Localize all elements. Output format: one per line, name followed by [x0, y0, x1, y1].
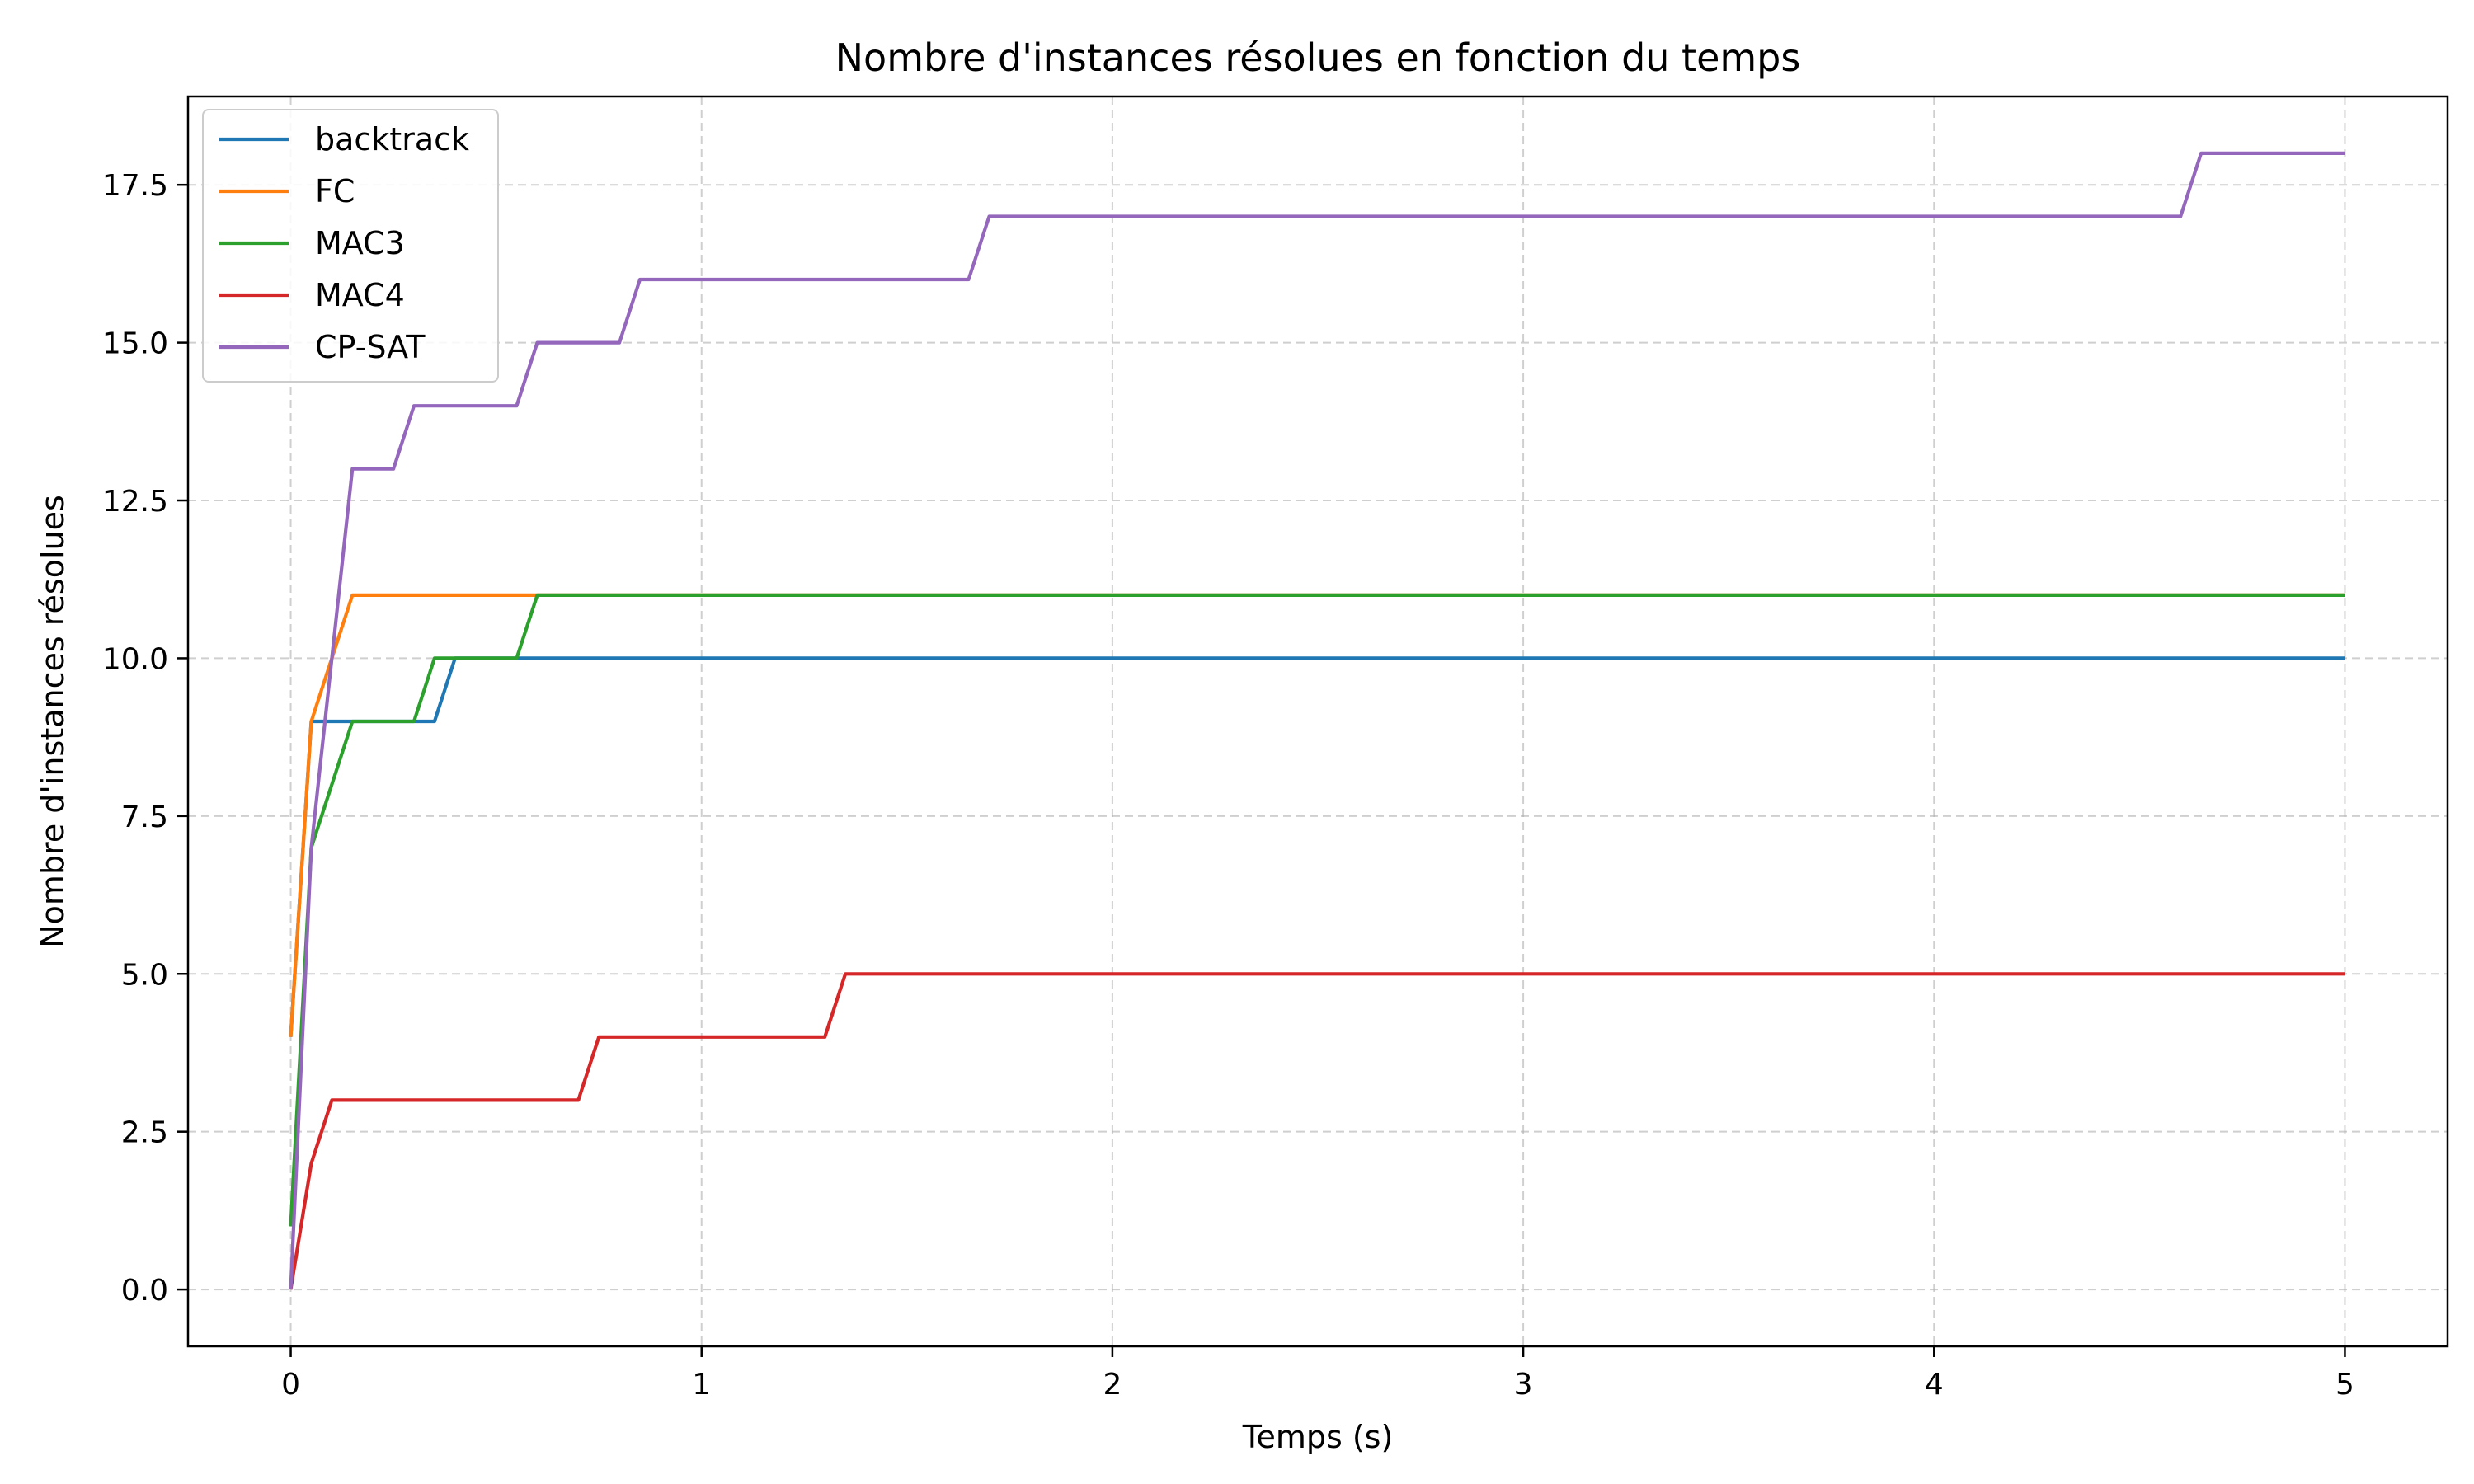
x-tick-label: 3 — [1514, 1368, 1533, 1402]
legend-label-backtrack: backtrack — [315, 121, 469, 157]
plot-frame — [186, 95, 2449, 1348]
y-tick-label: 7.5 — [121, 801, 168, 834]
y-tick-label: 12.5 — [102, 485, 168, 519]
legend-box — [202, 109, 499, 383]
y-tick-label: 0.0 — [121, 1274, 168, 1308]
y-tick-label: 17.5 — [102, 169, 168, 203]
series-lines — [289, 151, 2345, 1290]
series-line-mac4 — [289, 972, 2345, 1290]
x-tick-label: 1 — [692, 1368, 711, 1402]
x-tick-label: 2 — [1103, 1368, 1122, 1402]
legend-label-fc: FC — [315, 173, 355, 209]
chart-title: Nombre d'instances résolues en fonction … — [835, 35, 1801, 80]
y-axis-label: Nombre d'instances résolues — [35, 495, 71, 948]
y-tick-label: 2.5 — [121, 1116, 168, 1150]
y-tick-label: 10.0 — [102, 642, 168, 676]
legend-label-mac3: MAC3 — [315, 225, 405, 261]
legend-label-cp-sat: CP-SAT — [315, 329, 426, 365]
series-line-mac3 — [289, 593, 2345, 1227]
axis-ticks: 0 1 2 3 4 5 0.0 2.5 5.0 7.5 10.0 12.5 15.0 17.5 — [102, 169, 2354, 1402]
y-tick-label: 15.0 — [102, 327, 168, 361]
y-tick-label: 5.0 — [121, 958, 168, 992]
legend: backtrack FC MAC3 MAC4 CP-SAT — [202, 109, 499, 383]
x-tick-label: 5 — [2335, 1368, 2354, 1402]
x-tick-label: 4 — [1925, 1368, 1944, 1402]
x-tick-label: 0 — [281, 1368, 300, 1402]
x-axis-label: Temps (s) — [1242, 1419, 1394, 1455]
series-line-cp-sat — [289, 151, 2345, 1290]
legend-label-mac4: MAC4 — [315, 277, 405, 313]
